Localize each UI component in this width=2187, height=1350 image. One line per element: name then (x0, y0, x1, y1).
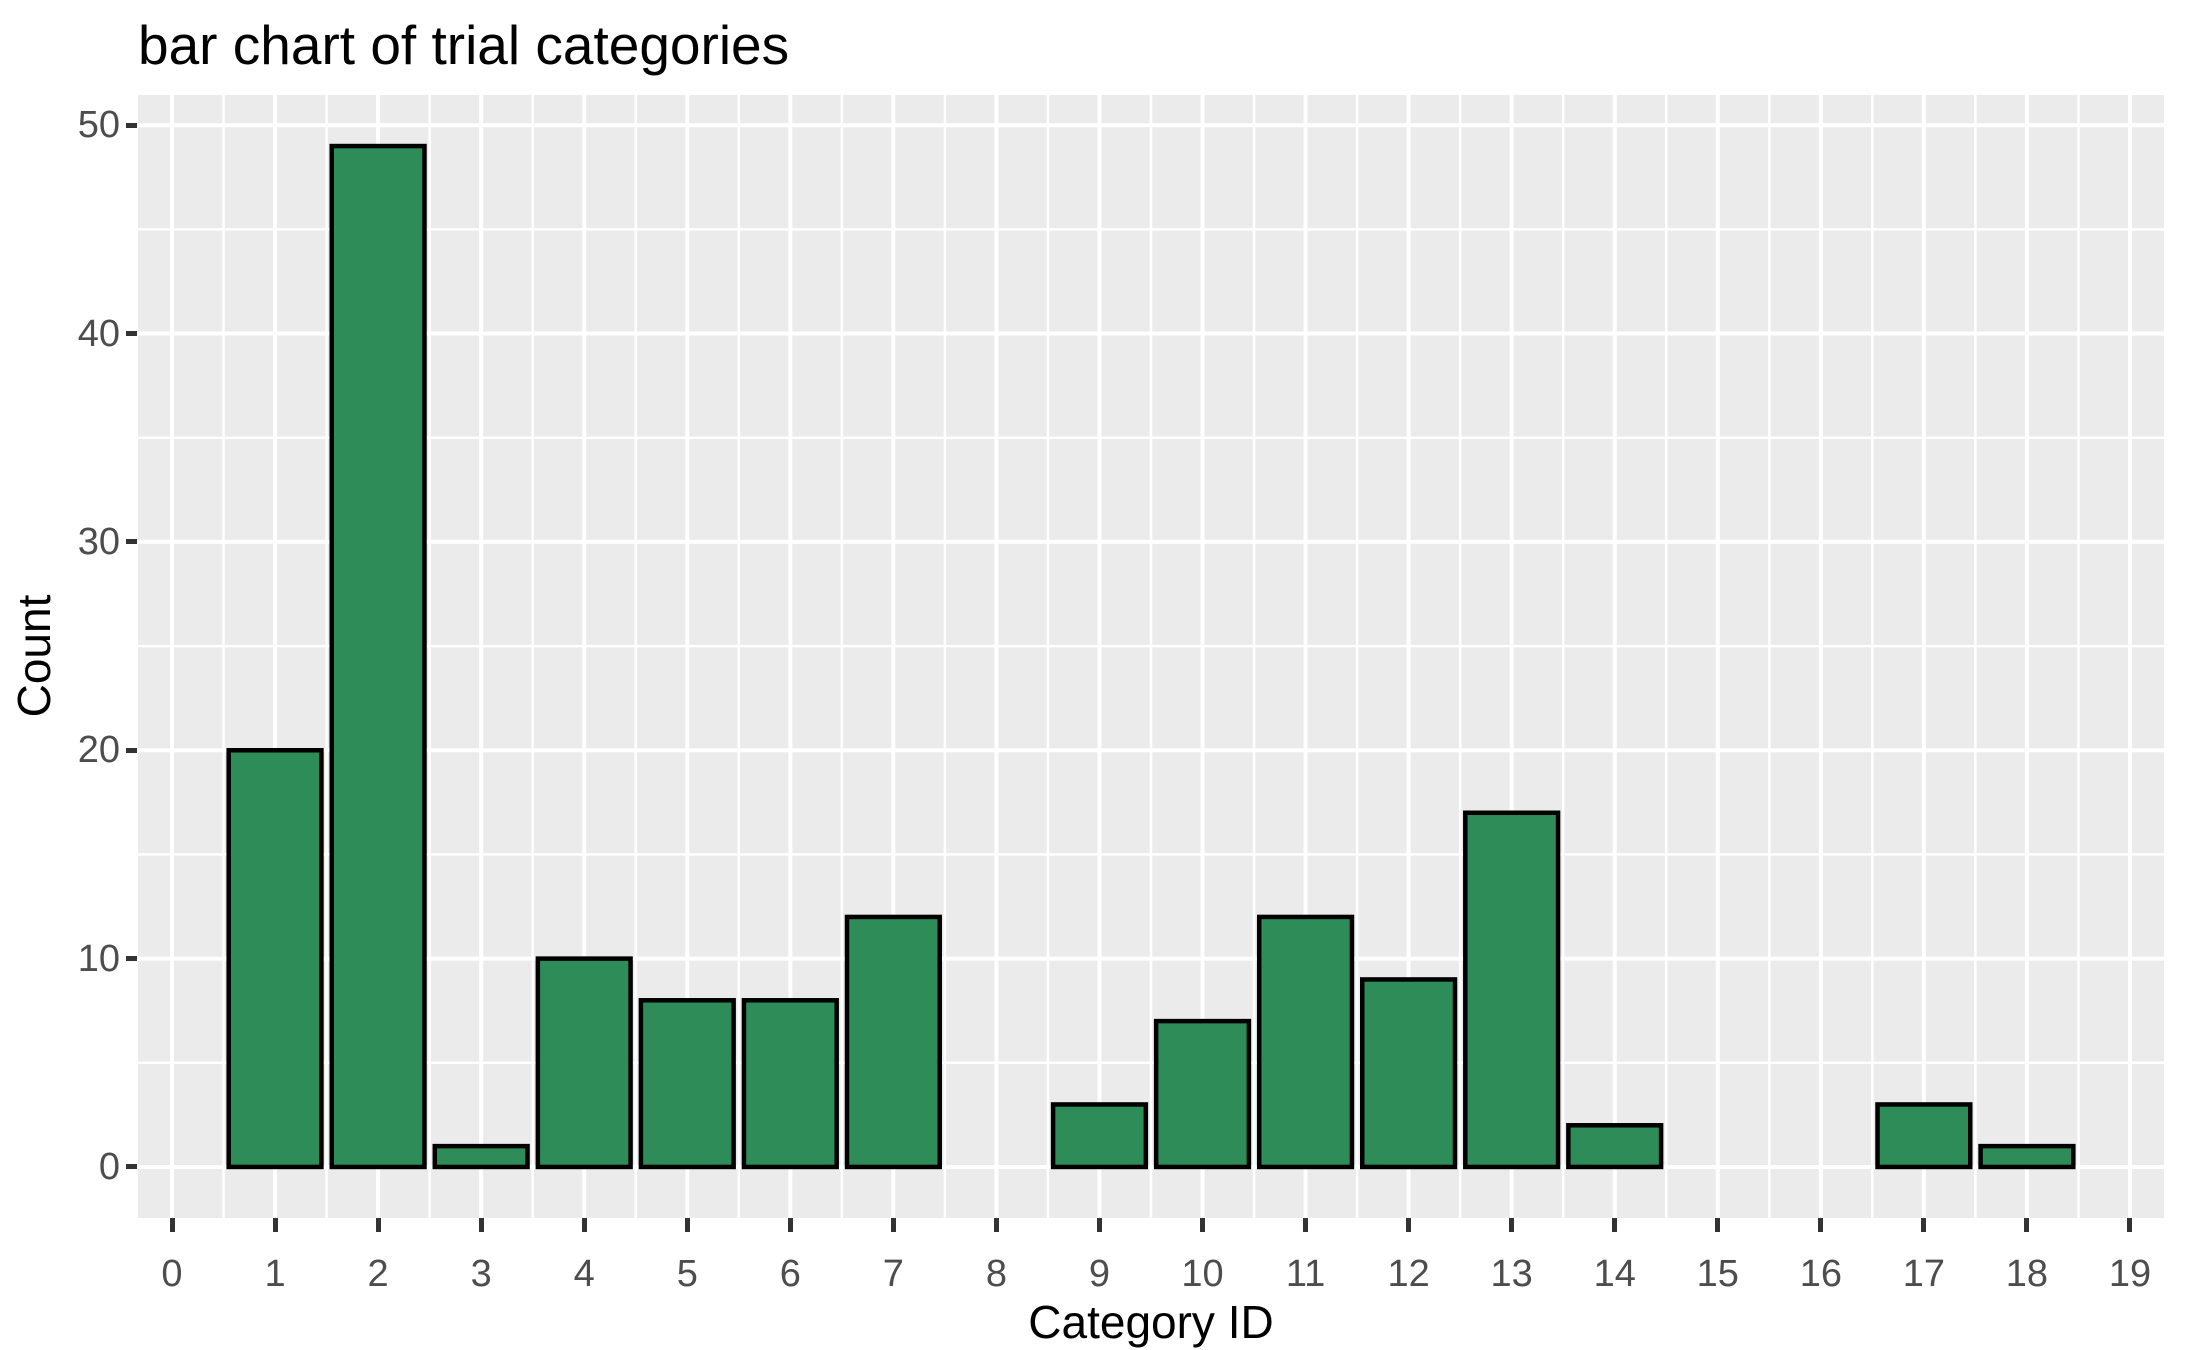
x-tick-label-19: 19 (2108, 1253, 2152, 1295)
bars-svg (138, 95, 2164, 1218)
x-tick-label-7: 7 (882, 1253, 904, 1295)
bar-category-14 (1566, 1123, 1664, 1170)
x-tick-mark-19 (2127, 1218, 2133, 1232)
bar-category-17 (1875, 1102, 1973, 1170)
bar-category-1 (226, 748, 324, 1170)
bar-category-3 (432, 1143, 530, 1170)
x-tick-mark-12 (1406, 1218, 1412, 1232)
y-tick-mark-50 (126, 122, 137, 128)
bar-category-7 (844, 914, 942, 1170)
x-tick-mark-6 (787, 1218, 793, 1232)
x-tick-label-2: 2 (367, 1253, 389, 1295)
x-tick-label-6: 6 (779, 1253, 801, 1295)
bar-category-18 (1978, 1143, 2076, 1170)
x-tick-mark-4 (581, 1218, 587, 1232)
y-tick-label-50: 50 (77, 104, 120, 147)
x-tick-mark-1 (272, 1218, 278, 1232)
x-tick-label-5: 5 (676, 1253, 698, 1295)
x-tick-mark-15 (1715, 1218, 1721, 1232)
x-tick-mark-5 (684, 1218, 690, 1232)
plot-panel (138, 95, 2164, 1218)
x-tick-label-17: 17 (1902, 1253, 1946, 1295)
x-tick-mark-7 (890, 1218, 896, 1232)
x-tick-mark-0 (169, 1218, 175, 1232)
x-tick-label-13: 13 (1490, 1253, 1533, 1295)
y-tick-label-10: 10 (77, 937, 120, 980)
x-tick-label-3: 3 (470, 1253, 492, 1295)
x-tick-mark-3 (478, 1218, 484, 1232)
y-tick-mark-20 (126, 747, 137, 753)
x-tick-mark-17 (1921, 1218, 1927, 1232)
x-tick-label-18: 18 (2005, 1253, 2049, 1295)
x-tick-label-8: 8 (985, 1253, 1007, 1295)
y-tick-label-0: 0 (98, 1145, 120, 1188)
x-tick-label-4: 4 (573, 1253, 595, 1295)
y-tick-label-30: 30 (77, 520, 120, 563)
bar-category-4 (535, 956, 633, 1170)
x-tick-mark-11 (1303, 1218, 1309, 1232)
x-tick-label-10: 10 (1181, 1253, 1224, 1295)
bar-category-5 (638, 998, 736, 1170)
bar-category-2 (329, 143, 427, 1170)
bar-category-9 (1050, 1102, 1149, 1170)
y-tick-mark-0 (126, 1164, 137, 1170)
y-tick-mark-10 (126, 956, 137, 962)
x-tick-label-15: 15 (1696, 1253, 1739, 1295)
chart-title: bar chart of trial categories (138, 14, 790, 76)
x-tick-label-12: 12 (1387, 1253, 1430, 1295)
x-tick-label-9: 9 (1088, 1253, 1111, 1295)
y-axis-title: Count (8, 594, 60, 718)
y-tick-label-40: 40 (77, 312, 120, 355)
x-tick-mark-18 (2024, 1218, 2030, 1232)
bar-category-13 (1463, 810, 1561, 1170)
x-tick-mark-10 (1200, 1218, 1206, 1232)
x-tick-label-14: 14 (1593, 1253, 1636, 1295)
bar-category-11 (1256, 914, 1355, 1170)
y-tick-mark-30 (126, 539, 137, 545)
x-tick-mark-9 (1096, 1218, 1102, 1232)
x-tick-mark-16 (1818, 1218, 1824, 1232)
x-tick-mark-2 (375, 1218, 381, 1232)
y-tick-label-20: 20 (77, 729, 120, 772)
y-tick-mark-40 (126, 331, 137, 337)
x-tick-mark-14 (1612, 1218, 1618, 1232)
bar-category-6 (741, 998, 839, 1170)
bar-category-12 (1360, 977, 1458, 1170)
bar-category-10 (1153, 1018, 1252, 1170)
x-tick-mark-8 (993, 1218, 999, 1232)
x-tick-label-1: 1 (264, 1253, 286, 1295)
x-tick-label-16: 16 (1799, 1253, 1842, 1295)
x-tick-mark-13 (1509, 1218, 1515, 1232)
x-tick-label-11: 11 (1285, 1253, 1326, 1295)
x-tick-label-0: 0 (161, 1253, 183, 1295)
x-axis-title: Category ID (1028, 1296, 1274, 1348)
